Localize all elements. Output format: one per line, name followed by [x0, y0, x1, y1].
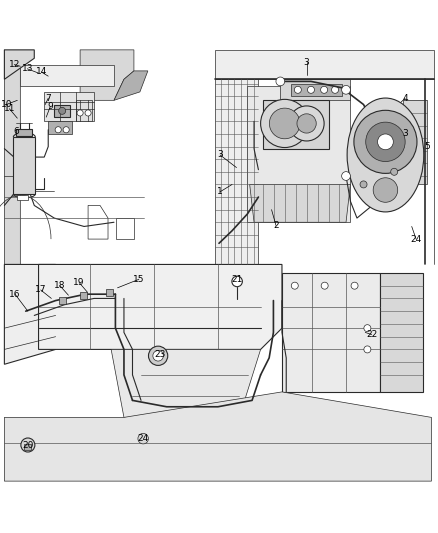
Circle shape: [85, 110, 91, 116]
Polygon shape: [4, 392, 431, 481]
Polygon shape: [4, 50, 20, 264]
Circle shape: [366, 122, 405, 161]
Polygon shape: [280, 79, 350, 100]
Polygon shape: [88, 205, 108, 239]
Circle shape: [354, 110, 417, 173]
Text: 19: 19: [73, 278, 85, 287]
Polygon shape: [215, 79, 258, 264]
Circle shape: [21, 438, 35, 452]
Circle shape: [391, 168, 398, 175]
Polygon shape: [4, 50, 34, 79]
Polygon shape: [48, 122, 72, 134]
Text: 6: 6: [14, 127, 19, 136]
Text: 13: 13: [21, 64, 33, 73]
Text: 23: 23: [155, 350, 166, 359]
Polygon shape: [4, 264, 56, 364]
Circle shape: [138, 433, 148, 444]
Circle shape: [321, 86, 328, 93]
Text: 24: 24: [410, 235, 422, 244]
Text: 15: 15: [133, 275, 145, 284]
Polygon shape: [282, 273, 380, 392]
Polygon shape: [380, 273, 423, 392]
Polygon shape: [54, 104, 70, 117]
Circle shape: [342, 85, 350, 94]
Text: 21: 21: [231, 275, 243, 284]
Text: 12: 12: [9, 60, 20, 69]
Circle shape: [391, 131, 398, 138]
Polygon shape: [116, 218, 134, 239]
Text: 20: 20: [22, 440, 34, 449]
Circle shape: [373, 178, 398, 203]
Circle shape: [321, 282, 328, 289]
Text: 17: 17: [35, 286, 46, 294]
Circle shape: [364, 346, 371, 353]
Text: 24: 24: [138, 434, 149, 443]
Text: 22: 22: [366, 330, 377, 339]
Polygon shape: [80, 50, 134, 100]
Polygon shape: [263, 100, 328, 149]
Text: 1: 1: [217, 187, 223, 196]
Polygon shape: [250, 184, 350, 222]
Text: 5: 5: [424, 142, 430, 151]
Circle shape: [332, 86, 339, 93]
Bar: [25, 444, 32, 450]
Text: 3: 3: [304, 58, 310, 67]
Ellipse shape: [347, 98, 424, 212]
Circle shape: [232, 276, 242, 287]
Circle shape: [276, 77, 285, 86]
Text: 3: 3: [402, 130, 408, 139]
Polygon shape: [76, 100, 92, 122]
Circle shape: [378, 134, 393, 150]
Circle shape: [351, 282, 358, 289]
Circle shape: [297, 114, 316, 133]
Polygon shape: [114, 71, 148, 100]
Bar: [14, 137, 35, 194]
Text: 4: 4: [403, 94, 408, 103]
Polygon shape: [291, 84, 342, 96]
Text: 9: 9: [47, 102, 53, 111]
Circle shape: [77, 110, 83, 116]
Polygon shape: [39, 264, 282, 350]
Circle shape: [342, 172, 350, 180]
Circle shape: [291, 282, 298, 289]
Text: 7: 7: [46, 94, 51, 103]
Polygon shape: [44, 92, 94, 122]
Circle shape: [55, 127, 61, 133]
Circle shape: [364, 325, 371, 332]
Text: 14: 14: [35, 68, 47, 76]
Polygon shape: [403, 100, 427, 184]
Circle shape: [63, 127, 69, 133]
Text: 3: 3: [217, 150, 223, 159]
Circle shape: [307, 86, 314, 93]
Bar: [80, 292, 87, 299]
Bar: [17, 128, 32, 136]
Text: 10: 10: [0, 100, 12, 109]
Bar: [59, 297, 66, 304]
Circle shape: [261, 99, 309, 148]
Polygon shape: [215, 50, 434, 79]
Circle shape: [148, 346, 168, 366]
Circle shape: [153, 351, 163, 361]
Polygon shape: [247, 86, 350, 222]
Circle shape: [294, 86, 301, 93]
Circle shape: [360, 181, 367, 188]
Bar: [18, 195, 28, 200]
Circle shape: [289, 106, 324, 141]
Text: 16: 16: [9, 289, 21, 298]
Polygon shape: [20, 64, 114, 86]
Bar: [106, 289, 113, 296]
Text: 11: 11: [4, 104, 15, 113]
Circle shape: [59, 107, 66, 115]
Text: 18: 18: [54, 281, 66, 290]
Polygon shape: [111, 350, 261, 417]
Text: 2: 2: [273, 221, 279, 230]
Circle shape: [269, 108, 300, 139]
